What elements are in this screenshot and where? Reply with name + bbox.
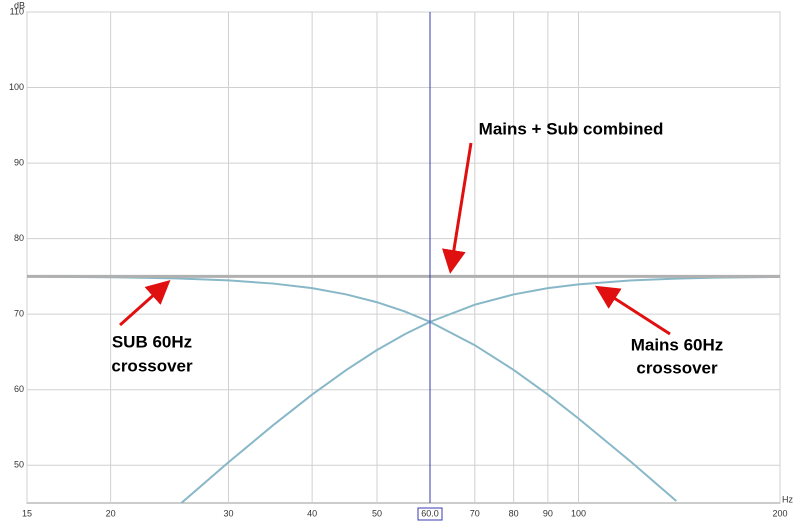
cursor-box xyxy=(417,507,443,521)
x-unit: Hz xyxy=(782,494,793,504)
x-tick-label: 50 xyxy=(372,508,382,518)
annotation: Mains + Sub combined xyxy=(479,119,664,138)
x-tick-label: 90 xyxy=(543,508,553,518)
y-tick-label: 80 xyxy=(14,233,24,243)
series-line xyxy=(179,275,780,503)
y-tick-label: 60 xyxy=(14,384,24,394)
y-tick-label: 90 xyxy=(14,157,24,167)
arrow xyxy=(441,142,473,274)
plot-area xyxy=(26,11,781,504)
x-tick-label: 20 xyxy=(106,508,116,518)
annotation: crossover xyxy=(111,356,193,375)
arrow xyxy=(594,285,671,336)
arrow xyxy=(119,280,171,327)
cursor-label: 60.0 xyxy=(421,508,439,518)
y-tick-label: 110 xyxy=(10,6,24,16)
annotation: crossover xyxy=(636,358,718,377)
x-tick-label: 40 xyxy=(307,508,317,518)
x-tick-label: 30 xyxy=(223,508,233,518)
annotation: Mains 60Hz xyxy=(631,335,724,354)
x-tick-label: 200 xyxy=(772,508,787,518)
x-tick-label: 70 xyxy=(470,508,480,518)
x-tick-label: 80 xyxy=(509,508,519,518)
y-tick-label: 50 xyxy=(14,460,24,470)
series-line xyxy=(27,275,677,502)
annotation: SUB 60Hz xyxy=(112,332,192,351)
x-tick-label: 15 xyxy=(22,508,32,518)
x-tick-label: 100 xyxy=(571,508,586,518)
y-tick-label: 100 xyxy=(9,82,24,92)
y-unit: dB xyxy=(14,0,25,10)
y-tick-label: 70 xyxy=(14,309,24,319)
